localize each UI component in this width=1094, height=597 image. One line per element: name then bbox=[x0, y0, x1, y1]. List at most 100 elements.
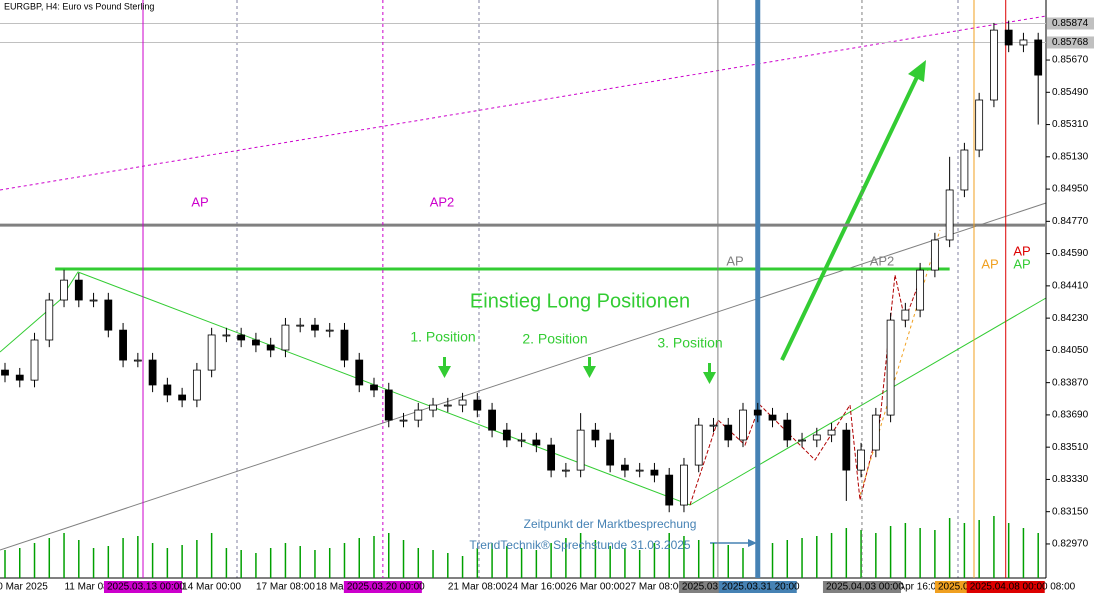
candle-body bbox=[163, 384, 172, 396]
price-tag-label: 0.85768 bbox=[1052, 37, 1089, 48]
down-arrows bbox=[438, 357, 716, 384]
candle-body bbox=[237, 334, 246, 341]
arrow bbox=[443, 357, 446, 367]
candle-body bbox=[812, 434, 821, 441]
chart-title: EURGBP, H4: Euro vs Pound Sterling bbox=[4, 1, 154, 11]
candle-body bbox=[606, 439, 615, 466]
candle-body bbox=[1019, 39, 1028, 46]
candle bbox=[296, 317, 305, 333]
candle-body bbox=[665, 474, 674, 506]
candle bbox=[591, 422, 600, 448]
candle-body bbox=[192, 369, 201, 401]
arrow-head bbox=[748, 539, 757, 547]
y-tick-label: 0.84410 bbox=[1052, 281, 1089, 292]
candle-body bbox=[281, 324, 290, 351]
arrow bbox=[708, 363, 711, 373]
candle-body bbox=[399, 419, 408, 422]
candle-body bbox=[473, 399, 482, 411]
candle-body bbox=[1, 369, 9, 376]
candle bbox=[399, 412, 408, 428]
y-tick-label: 0.83330 bbox=[1052, 474, 1089, 485]
candle-body bbox=[60, 279, 68, 301]
candle bbox=[739, 402, 747, 448]
candle bbox=[1, 362, 9, 383]
candle-body bbox=[783, 419, 792, 441]
annotation: AP2 bbox=[870, 253, 895, 268]
candle-body bbox=[886, 319, 895, 416]
price-tag-label: 0.85874 bbox=[1052, 18, 1089, 29]
candle bbox=[355, 352, 364, 393]
candle bbox=[266, 337, 275, 358]
candle bbox=[207, 327, 216, 378]
candle bbox=[606, 432, 615, 473]
time-tag-label: 2025.04.08 00:00 bbox=[970, 582, 1048, 593]
y-tick-label: 0.85310 bbox=[1052, 119, 1089, 130]
annotation: TrendTechnik® Sprechstunde 31.03.2025 bbox=[469, 538, 691, 552]
x-tick-label: 24 Mar 16:00 bbox=[507, 582, 566, 593]
y-tick-label: 0.82970 bbox=[1052, 539, 1089, 550]
candle-body bbox=[517, 439, 526, 442]
candle-body bbox=[119, 329, 127, 361]
candle-body bbox=[1034, 39, 1043, 76]
time-tag bbox=[343, 581, 422, 593]
candle bbox=[561, 462, 570, 478]
candle bbox=[1004, 20, 1013, 53]
candle-body bbox=[296, 324, 305, 327]
candle bbox=[133, 352, 142, 368]
candle-body bbox=[753, 409, 762, 416]
candle-body bbox=[857, 449, 865, 471]
x-tick-label: 14 Mar 00:00 bbox=[182, 582, 241, 593]
candle bbox=[163, 377, 172, 403]
candle bbox=[547, 437, 556, 478]
annotation: AP2 bbox=[430, 194, 455, 209]
candle-body bbox=[266, 344, 275, 351]
candle bbox=[1019, 32, 1028, 53]
candle-body bbox=[827, 429, 836, 436]
annotation: 1. Position bbox=[410, 329, 475, 345]
candle-body bbox=[871, 414, 880, 451]
candle bbox=[842, 422, 851, 501]
candle-body bbox=[960, 149, 969, 191]
candle bbox=[753, 402, 762, 423]
y-tick-label: 0.85670 bbox=[1052, 55, 1089, 66]
annotations: AP AP2 AP AP2 AP AP AP Einstieg Long Pos… bbox=[191, 194, 1030, 552]
annotation: 3. Position bbox=[657, 335, 722, 351]
drawings bbox=[0, 15, 1047, 551]
candle bbox=[901, 302, 910, 328]
annotation: AP bbox=[1013, 256, 1030, 271]
x-tick-label: 18 Ma bbox=[316, 582, 344, 593]
annotation: 2. Position bbox=[522, 331, 587, 347]
candle bbox=[1034, 32, 1043, 125]
candle bbox=[340, 322, 349, 368]
candle bbox=[886, 312, 895, 423]
y-tick-label: 0.84590 bbox=[1052, 248, 1089, 259]
candle-body bbox=[384, 389, 393, 421]
candle bbox=[532, 432, 541, 453]
x-tick-label: 08:00 bbox=[1050, 582, 1075, 593]
candle bbox=[30, 332, 39, 388]
annotation: AP bbox=[1013, 243, 1030, 258]
candle-body bbox=[370, 384, 378, 391]
candle bbox=[488, 402, 496, 438]
candle-body bbox=[842, 429, 851, 471]
time-tag bbox=[966, 581, 1045, 593]
candle-body bbox=[148, 359, 157, 386]
candle-body bbox=[547, 444, 556, 471]
zigzag bbox=[689, 274, 921, 506]
time-tag bbox=[104, 581, 183, 593]
annotation: Zeitpunkt der Marktbesprechung bbox=[524, 517, 697, 531]
candle-body bbox=[901, 309, 910, 321]
candle-body bbox=[15, 374, 24, 381]
candle bbox=[252, 332, 260, 353]
candle-body bbox=[502, 429, 511, 441]
x-tick-label: 10 Mar 2025 bbox=[0, 582, 48, 593]
candle-body bbox=[104, 299, 113, 331]
candle-body bbox=[768, 414, 777, 421]
annotation: AP bbox=[191, 194, 208, 209]
y-tick-label: 0.83510 bbox=[1052, 442, 1089, 453]
candle bbox=[650, 462, 659, 483]
x-tick-label: 17 Mar 08:00 bbox=[256, 582, 315, 593]
candle bbox=[502, 422, 511, 448]
candle-body bbox=[74, 279, 83, 301]
candle bbox=[576, 413, 585, 478]
